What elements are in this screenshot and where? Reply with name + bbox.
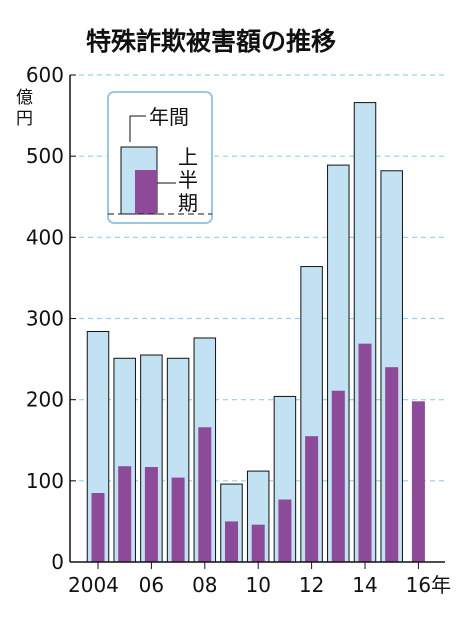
x-tick-label: 10: [245, 573, 270, 597]
y-axis-ticks: 0 100 200 300 400 500 600: [26, 63, 76, 574]
legend-half-swatch: [135, 170, 157, 214]
unit-label-oku: 億: [16, 88, 33, 108]
x-tick-label: 2004: [68, 573, 119, 597]
chart-title: 特殊詐欺被害額の推移: [86, 27, 336, 56]
axes: [69, 75, 445, 563]
bar-half-2015: [385, 367, 399, 562]
x-tick-label: 14: [352, 573, 377, 597]
x-axis-ticks: 2004 06 08 10 12 14 16年: [68, 562, 451, 597]
bar-half-2005: [118, 466, 132, 562]
y-tick-label: 200: [26, 388, 64, 412]
bar-half-2011: [278, 499, 292, 562]
y-tick-label: 600: [26, 63, 64, 87]
y-tick-label: 500: [26, 144, 64, 168]
legend-half-label-1: 上: [178, 145, 198, 169]
bar-half-2010: [251, 524, 265, 562]
bar-half-2012: [305, 436, 319, 562]
x-tick-label: 08: [192, 573, 217, 597]
bar-half-2004: [91, 493, 105, 562]
y-tick-label: 0: [51, 550, 64, 574]
x-tick-label: 06: [139, 573, 164, 597]
legend-annual-label: 年間: [149, 105, 189, 129]
legend-half-label-2: 半: [178, 168, 198, 192]
y-tick-label: 400: [26, 225, 64, 249]
bar-half-2013: [331, 390, 345, 562]
bar-half-2014: [358, 343, 372, 562]
x-tick-label: 12: [299, 573, 324, 597]
legend-half-label-3: 期: [178, 191, 198, 215]
unit-label-en: 円: [16, 109, 33, 129]
legend: 年間 上 半 期: [107, 91, 213, 224]
y-tick-label: 100: [26, 469, 64, 493]
bar-half-2016: [411, 401, 425, 562]
y-tick-label: 300: [26, 307, 64, 331]
bar-half-2007: [171, 477, 185, 562]
bar-half-2008: [198, 427, 212, 562]
bar-half-2009: [225, 521, 238, 562]
legend-annual-leader: [129, 115, 146, 142]
x-tick-label: 16年: [406, 573, 451, 597]
bars: [86, 102, 425, 563]
bar-half-2006: [144, 467, 158, 562]
